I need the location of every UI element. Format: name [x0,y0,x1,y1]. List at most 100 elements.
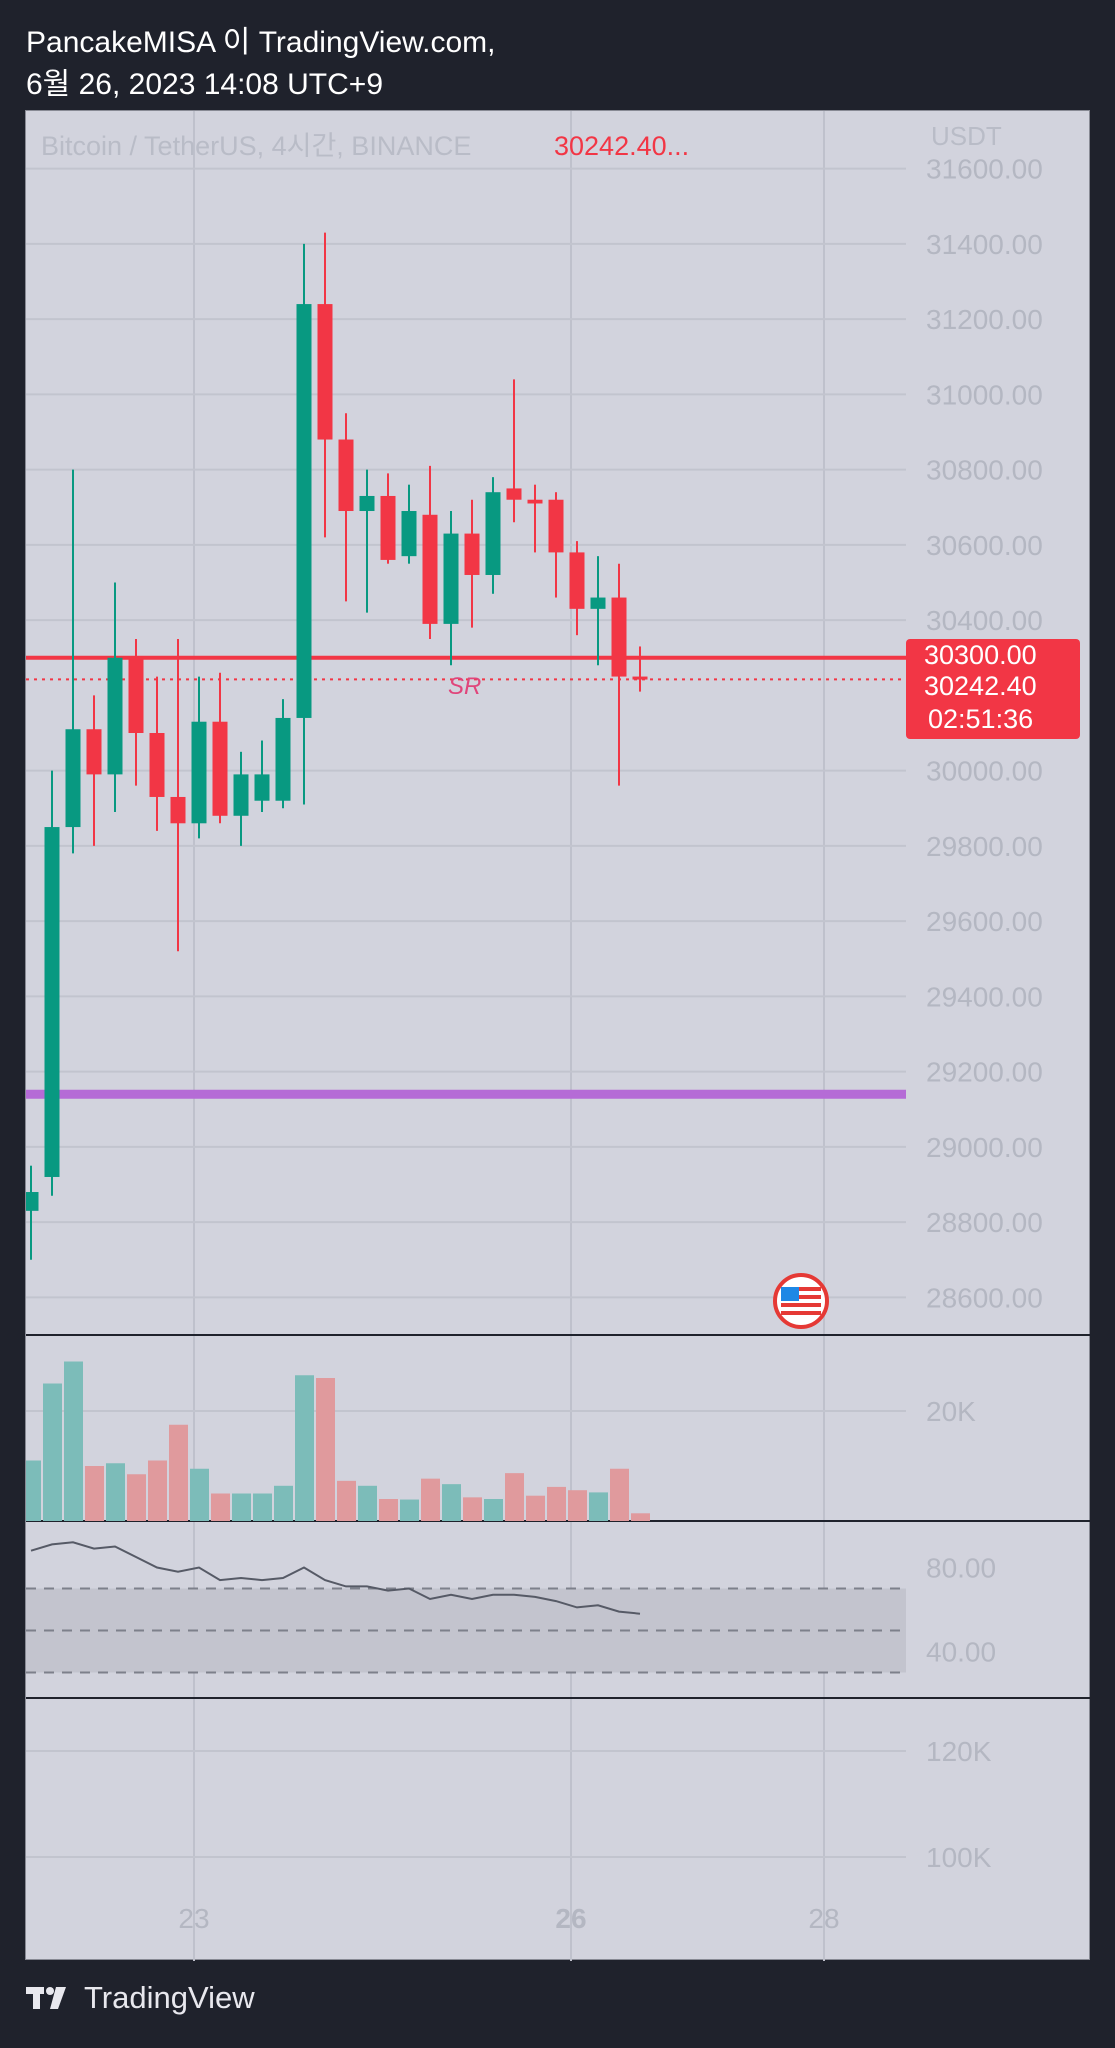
candle-body [506,488,522,500]
volume-bar [211,1493,230,1521]
y-tick-label: 28600.00 [926,1282,1043,1313]
overlays: Bitcoin / TetherUS, 4시간, BINANCE 30242.4… [41,121,1080,1329]
rsi-line [30,1541,641,1615]
volume-bar [631,1513,650,1521]
volume-bar [505,1473,524,1521]
y-tick-label: 29200.00 [926,1057,1043,1088]
candle-body [338,439,354,512]
candle-body [212,721,228,816]
candle-body [569,552,585,609]
volume-bar [316,1378,335,1521]
candle-body [485,492,501,575]
y-tick-label: 31200.00 [926,304,1043,335]
volume-bar [64,1361,83,1521]
last-price-label: 30242.40... [554,131,689,161]
footer-brand: TradingView [84,1980,255,2015]
volume-bar [295,1375,314,1521]
volume-tick-label: 20K [926,1396,976,1427]
y-tick-label: 29400.00 [926,981,1043,1012]
y-tick-label: 29600.00 [926,906,1043,937]
volume-bar [106,1463,125,1521]
candle-body [527,499,543,504]
candle-body [548,499,564,553]
candle-body [191,721,207,824]
candles [26,232,648,1260]
volume-bar [148,1460,167,1521]
volume-bar [484,1499,503,1521]
candle-body [443,533,459,624]
tradingview-footer[interactable]: TradingView [26,1980,255,2016]
candle-body [380,495,396,560]
candle-body [86,729,102,775]
volume-bar [43,1383,62,1521]
volume-bar [421,1478,440,1521]
y-tick-label: 28800.00 [926,1207,1043,1238]
chart-header: PancakeMISA 이 TradingView.com, 6월 26, 20… [26,22,496,106]
us-flag-icon[interactable] [773,1273,829,1329]
candle-body [65,729,81,828]
volume-bar [232,1493,251,1521]
volume-bar [337,1480,356,1521]
x-tick-label: 23 [178,1903,209,1934]
chart-frame[interactable]: 31600.00 31400.00 31200.00 31000.00 30800.00… [25,110,1091,1961]
date-line: 6월 26, 2023 14:08 UTC+9 [26,68,383,101]
volume-bar [190,1468,209,1521]
candle-body [611,597,627,677]
candle-body [170,796,186,824]
candle-body [26,1192,39,1211]
grid-lines [26,111,1091,1961]
candle-body [317,304,333,440]
candle-body [149,733,165,797]
candle-body [233,774,249,816]
candlestick-chart[interactable]: 31600.00 31400.00 31200.00 31000.00 30800.00… [26,111,1091,1961]
y-tick-label: 31600.00 [926,154,1043,185]
rsi-pane [26,1541,906,1674]
volume-bar [610,1468,629,1521]
currency-label: USDT [931,121,1002,151]
volume-bar [274,1485,293,1521]
volume-bar [127,1474,146,1521]
candle-body [107,657,123,775]
candle-body [464,533,480,575]
price-box-bg [906,639,1080,739]
candle-body [296,304,312,718]
rsi-tick-label: 80.00 [926,1553,996,1584]
candle-body [590,597,606,609]
y-tick-label: 30800.00 [926,455,1043,486]
volume-bar [547,1486,566,1521]
volume-bar [169,1424,188,1521]
x-axis-labels: 23 26 28 [178,1903,839,1934]
price-box-countdown: 02:51:36 [928,704,1033,734]
candle-body [401,511,417,557]
rsi-tick-label: 40.00 [926,1637,996,1668]
y-tick-label: 30000.00 [926,756,1043,787]
sr-label: SR [448,673,481,700]
y-tick-label: 31000.00 [926,379,1043,410]
volume-bar [568,1490,587,1521]
x-tick-label: 28 [808,1903,839,1934]
price-box: 30300.00 30242.40 02:51:36 [906,639,1080,739]
y-tick-label: 29000.00 [926,1132,1043,1163]
volume-bar [442,1484,461,1521]
candle-body [128,657,144,733]
price-box-price: 30242.40 [924,671,1037,701]
volume-bar [526,1495,545,1521]
tradingview-logo-icon [26,1987,66,2009]
y-tick-label: 29800.00 [926,831,1043,862]
volume-bar [463,1497,482,1521]
bottom-tick-label: 120K [926,1736,992,1767]
volume-bar [400,1499,419,1521]
y-tick-label: 30600.00 [926,530,1043,561]
volume-bar [589,1492,608,1521]
candle-body [254,774,270,801]
y-tick-label: 31400.00 [926,229,1043,260]
author-line: PancakeMISA 이 TradingView.com, [26,26,496,59]
y-axis-labels: 31600.00 31400.00 31200.00 31000.00 30800.00… [926,154,1043,1873]
symbol-label: Bitcoin / TetherUS, 4시간, BINANCE [41,131,471,161]
volume-bar [85,1466,104,1521]
bottom-tick-label: 100K [926,1842,992,1873]
candle-body [44,827,60,1177]
volume-bar [358,1485,377,1521]
volume-bar [253,1493,272,1521]
candle-body [359,495,375,512]
